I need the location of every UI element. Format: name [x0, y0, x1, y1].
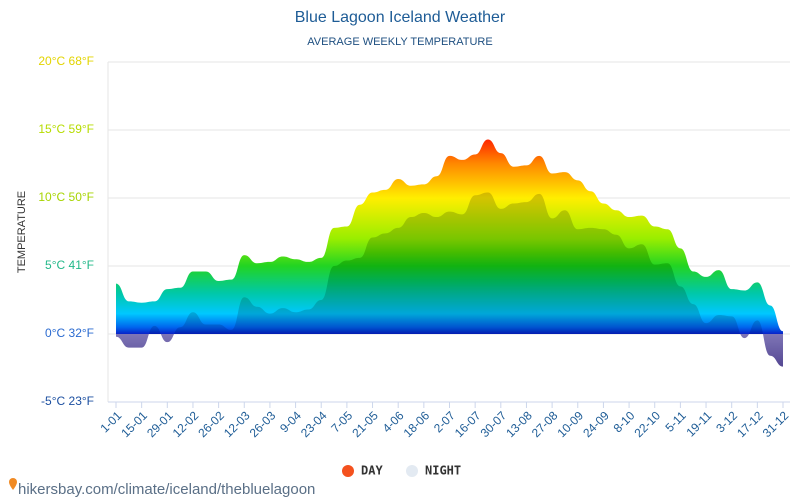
x-tick-label: 24-09: [580, 408, 612, 440]
x-tick-label: 19-11: [683, 408, 714, 439]
x-tick-label: 16-07: [452, 408, 484, 440]
legend-marker: [406, 465, 418, 477]
x-tick-label: 18-06: [401, 408, 433, 440]
x-tick-label: 26-02: [195, 408, 227, 440]
x-tick-label: 30-07: [478, 408, 510, 440]
legend-marker: [342, 465, 354, 477]
x-tick-label: 12-02: [170, 408, 202, 440]
y-tick-label: 5°C 41°F: [45, 258, 94, 272]
y-tick-label: 15°C 59°F: [38, 122, 94, 136]
chart-title: Blue Lagoon Iceland Weather: [295, 9, 506, 26]
area-night: [116, 192, 783, 367]
chart-subtitle: AVERAGE WEEKLY TEMPERATURE: [307, 36, 492, 48]
x-tick-label: 31-12: [760, 408, 792, 440]
y-tick-label: -5°C 23°F: [41, 394, 94, 408]
y-axis-label: TEMPERATURE: [16, 191, 28, 273]
pin-icon: [9, 478, 17, 490]
legend-label: NIGHT: [425, 464, 461, 478]
legend-label: DAY: [361, 464, 383, 478]
x-tick-label: 26-03: [247, 408, 279, 440]
x-tick-label: 21-05: [349, 408, 381, 440]
y-tick-label: 10°C 50°F: [38, 190, 94, 204]
y-tick-label: 20°C 68°F: [38, 54, 94, 68]
source-link[interactable]: hikersbay.com/climate/iceland/thebluelag…: [18, 481, 315, 498]
x-tick-label: 29-01: [144, 408, 176, 440]
x-tick-label: 10-09: [555, 408, 587, 440]
x-tick-label: 13-08: [503, 408, 535, 440]
x-tick-label: 23-04: [298, 408, 330, 440]
x-tick-label: 15-01: [118, 408, 150, 440]
x-tick-label: 22-10: [631, 408, 663, 440]
y-tick-label: 0°C 32°F: [45, 326, 94, 340]
x-tick-label: 27-08: [529, 408, 561, 440]
x-tick-label: 17-12: [734, 408, 766, 440]
x-tick-label: 12-03: [221, 408, 253, 440]
